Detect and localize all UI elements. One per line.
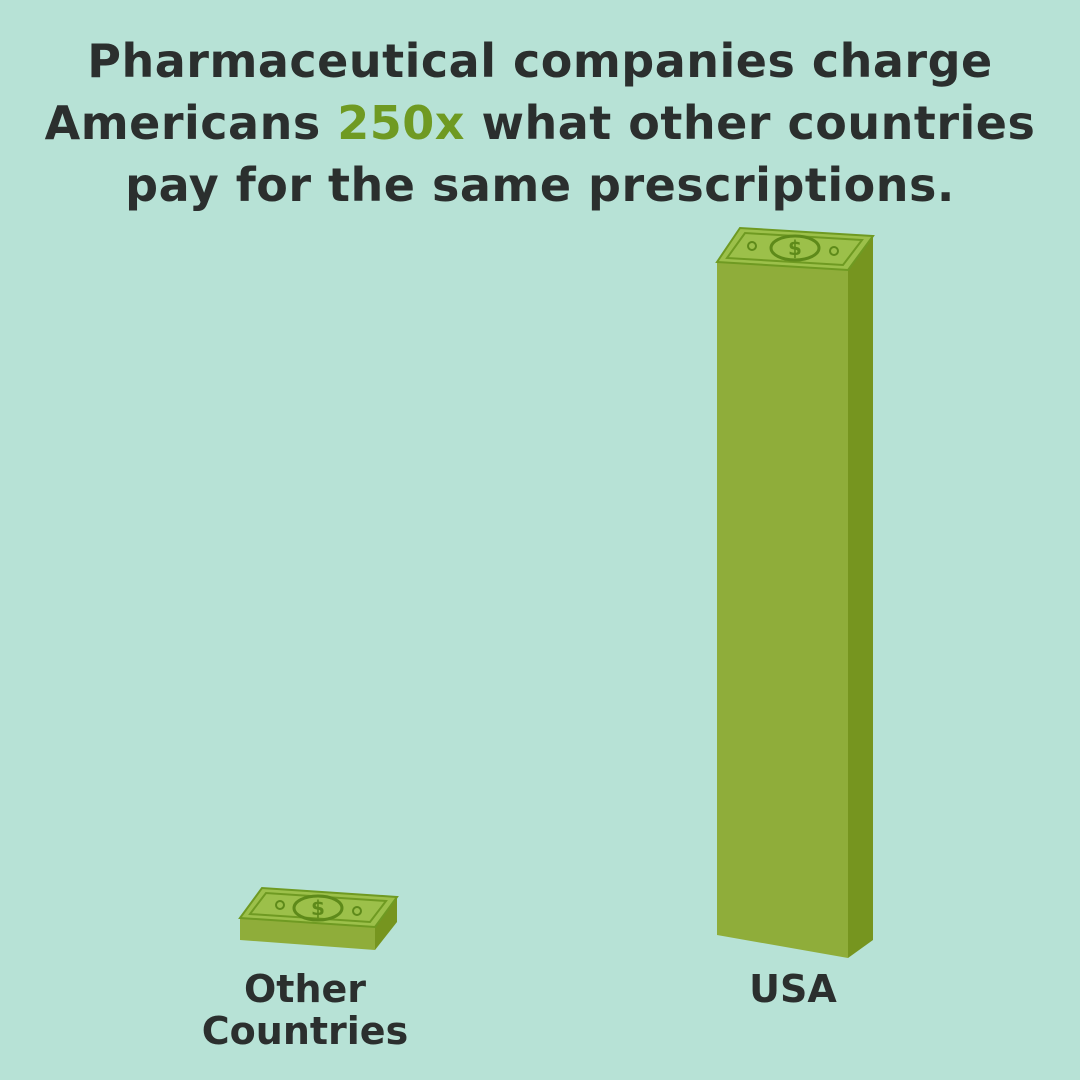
headline-text: Americans [44,96,321,150]
svg-text:$: $ [311,896,325,920]
category-label: Other Countries [201,967,409,1053]
usa-stack: $ [715,226,875,958]
other-stack: $ [238,886,399,950]
headline-line: pay for the same prescriptions. [125,158,955,212]
headline-text: what other countries [481,96,1036,150]
category-label: USA [749,967,837,1011]
headline: Pharmaceutical companies charge American… [0,30,1080,216]
headline-line: Americans 250x what other countries [0,92,1080,154]
headline-highlight: 250x [337,96,465,150]
svg-text:$: $ [788,236,802,260]
headline-line: Pharmaceutical companies charge [87,34,993,88]
